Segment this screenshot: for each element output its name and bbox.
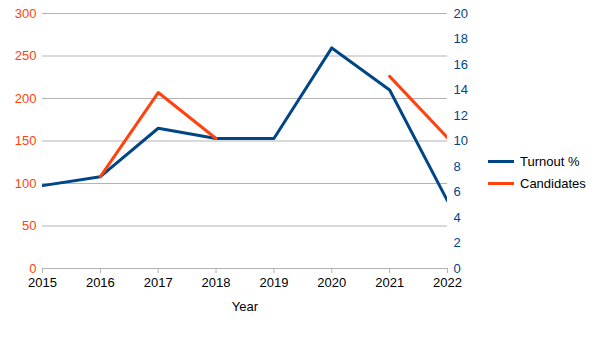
svg-text:250: 250 (15, 48, 37, 63)
html-text:Candidates: Candidates (520, 175, 586, 191)
svg-text:16: 16 (454, 57, 468, 72)
svg-text:0: 0 (29, 261, 36, 276)
svg-text:2022: 2022 (433, 275, 462, 290)
svg-text:2021: 2021 (375, 275, 404, 290)
svg-text:2019: 2019 (259, 275, 288, 290)
svg-text:20: 20 (454, 6, 468, 21)
svg-text:200: 200 (15, 91, 37, 106)
svg-text:100: 100 (15, 176, 37, 191)
svg-text:2015: 2015 (28, 275, 57, 290)
svg-text:150: 150 (15, 133, 37, 148)
svg-text:Year: Year (232, 299, 259, 314)
svg-text:14: 14 (454, 82, 468, 97)
svg-text:2: 2 (454, 235, 461, 250)
html-text:Turnout %: Turnout % (520, 153, 580, 169)
svg-text:50: 50 (22, 218, 36, 233)
svg-text:4: 4 (454, 210, 461, 225)
svg-text:2017: 2017 (144, 275, 173, 290)
svg-text:18: 18 (454, 31, 468, 46)
svg-text:12: 12 (454, 108, 468, 123)
svg-text:6: 6 (454, 184, 461, 199)
svg-text:10: 10 (454, 133, 468, 148)
svg-text:2020: 2020 (317, 275, 346, 290)
svg-text:300: 300 (15, 6, 37, 21)
svg-text:0: 0 (454, 261, 461, 276)
svg-text:2016: 2016 (86, 275, 115, 290)
svg-text:2018: 2018 (202, 275, 231, 290)
svg-text:8: 8 (454, 159, 461, 174)
